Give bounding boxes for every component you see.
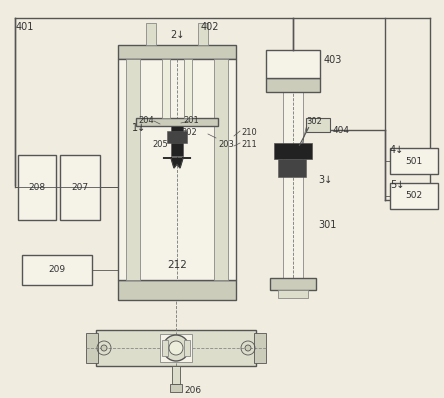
- Text: 211: 211: [241, 140, 257, 149]
- Bar: [18, 155, 56, 220]
- Bar: [278, 290, 308, 298]
- Text: 403: 403: [324, 55, 342, 65]
- Text: 212: 212: [167, 260, 187, 270]
- Bar: [283, 80, 303, 290]
- Bar: [86, 333, 98, 363]
- Text: 2↓: 2↓: [170, 30, 184, 40]
- Bar: [96, 330, 256, 366]
- Bar: [184, 59, 192, 118]
- Text: 203: 203: [218, 140, 234, 149]
- Bar: [167, 131, 187, 143]
- Bar: [390, 148, 438, 174]
- Bar: [184, 340, 190, 356]
- Text: 5↓: 5↓: [390, 180, 404, 190]
- Text: 4↓: 4↓: [390, 145, 404, 155]
- Bar: [390, 183, 438, 209]
- Bar: [172, 366, 180, 384]
- Bar: [126, 59, 140, 280]
- Bar: [171, 126, 183, 156]
- Text: 206: 206: [184, 386, 201, 395]
- Bar: [160, 334, 192, 362]
- Text: 502: 502: [405, 191, 423, 201]
- Bar: [162, 340, 168, 356]
- Circle shape: [245, 345, 251, 351]
- Bar: [278, 159, 306, 177]
- Text: 302: 302: [306, 117, 322, 126]
- Bar: [254, 333, 266, 363]
- Text: 3↓: 3↓: [318, 175, 332, 185]
- Text: 501: 501: [405, 156, 423, 166]
- Text: 204: 204: [138, 116, 154, 125]
- Text: 402: 402: [201, 22, 219, 32]
- Polygon shape: [163, 158, 191, 168]
- Bar: [198, 23, 208, 45]
- Circle shape: [169, 341, 183, 355]
- Bar: [266, 50, 320, 78]
- Text: 208: 208: [28, 183, 46, 191]
- Bar: [22, 255, 92, 285]
- Text: 201: 201: [183, 116, 199, 125]
- Text: 1↓: 1↓: [132, 123, 146, 133]
- Bar: [118, 280, 236, 300]
- Bar: [136, 118, 218, 126]
- Bar: [214, 59, 228, 280]
- Text: 205: 205: [152, 140, 168, 149]
- Bar: [274, 143, 312, 159]
- Circle shape: [101, 345, 107, 351]
- Text: 209: 209: [48, 265, 66, 275]
- Bar: [270, 278, 316, 290]
- Bar: [118, 59, 236, 280]
- Text: 301: 301: [318, 220, 337, 230]
- Bar: [170, 384, 182, 392]
- Text: 207: 207: [71, 183, 88, 191]
- Bar: [162, 59, 170, 118]
- Bar: [118, 45, 236, 59]
- Text: 210: 210: [241, 128, 257, 137]
- Text: 202: 202: [181, 128, 197, 137]
- Bar: [146, 23, 156, 45]
- Bar: [60, 155, 100, 220]
- Circle shape: [163, 335, 189, 361]
- Bar: [306, 118, 330, 132]
- Text: 404: 404: [333, 126, 350, 135]
- Text: 401: 401: [16, 22, 34, 32]
- Bar: [266, 78, 320, 92]
